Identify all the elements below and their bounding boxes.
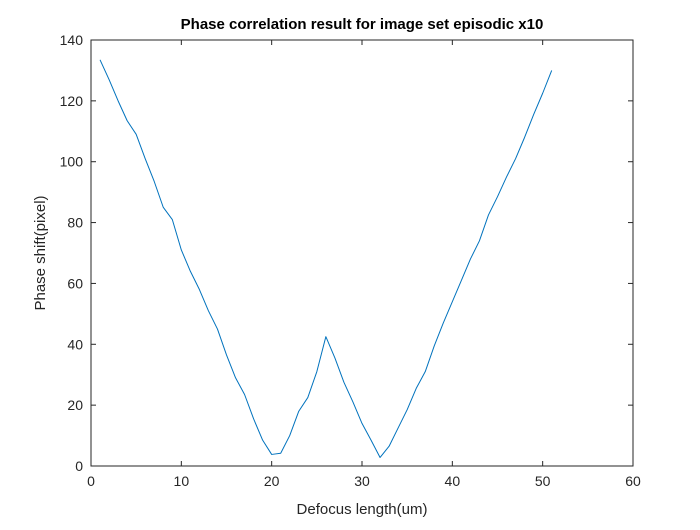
y-tick-label: 100 xyxy=(60,154,84,170)
y-tick-label: 20 xyxy=(67,397,83,413)
y-axis-label: Phase shift(pixel) xyxy=(32,195,49,310)
x-tick-label: 40 xyxy=(445,473,461,489)
x-tick-label: 20 xyxy=(264,473,280,489)
x-tick-label: 30 xyxy=(354,473,370,489)
y-tick-label: 60 xyxy=(67,275,83,291)
x-tick-label: 60 xyxy=(625,473,641,489)
x-tick-label: 50 xyxy=(535,473,551,489)
plot-area xyxy=(91,40,633,466)
x-axis-label: Defocus length(um) xyxy=(297,501,428,518)
x-tick-label: 0 xyxy=(87,473,95,489)
y-tick-label: 40 xyxy=(67,336,83,352)
y-tick-label: 120 xyxy=(60,93,84,109)
x-tick-label: 10 xyxy=(174,473,190,489)
y-tick-label: 140 xyxy=(60,32,84,48)
y-tick-label: 0 xyxy=(75,458,83,474)
chart-title: Phase correlation result for image set e… xyxy=(181,16,544,33)
y-tick-label: 80 xyxy=(67,215,83,231)
series-line-0 xyxy=(99,59,553,458)
